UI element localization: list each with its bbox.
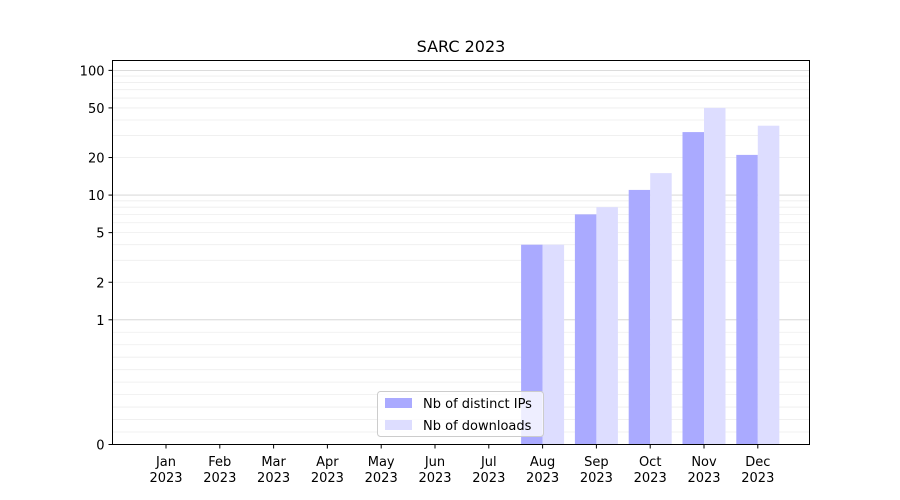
x-tick-label-year: 2023	[311, 471, 344, 486]
x-tick-label-year: 2023	[203, 471, 236, 486]
x-tick-label-month: Jul	[480, 455, 497, 470]
x-tick-label-year: 2023	[580, 471, 613, 486]
x-tick-label-year: 2023	[365, 471, 398, 486]
x-tick-label-year: 2023	[257, 471, 290, 486]
bar-distinct-ips	[736, 154, 758, 445]
y-tick-label: 2	[96, 276, 104, 291]
legend-box	[377, 391, 544, 437]
bar-downloads	[596, 207, 618, 445]
x-tick-label-month: Feb	[208, 455, 231, 470]
bars	[521, 107, 780, 445]
x-tick-label-month: Apr	[316, 455, 339, 470]
y-tick-label: 5	[96, 227, 104, 242]
legend-label: Nb of downloads	[423, 419, 532, 434]
bar-distinct-ips	[682, 132, 704, 445]
x-tick-label-month: Jun	[424, 455, 445, 470]
y-tick-label: 50	[88, 102, 105, 117]
legend: Nb of distinct IPs Nb of downloads	[377, 391, 544, 437]
bar-downloads	[704, 107, 726, 445]
x-tick-label-month: Sep	[584, 455, 609, 470]
x-tick-label-month: Nov	[691, 455, 717, 470]
x-tick-label-month: Dec	[745, 455, 770, 470]
x-tick-label-month: Aug	[530, 455, 555, 470]
x-tick-label-year: 2023	[472, 471, 505, 486]
y-tick-label: 1	[96, 314, 104, 329]
bar-downloads	[650, 173, 672, 445]
x-tick-label-month: May	[368, 455, 395, 470]
x-axis: Jan2023Feb2023Mar2023Apr2023May2023Jun20…	[149, 444, 774, 486]
bar-distinct-ips	[628, 189, 651, 445]
x-tick-label-year: 2023	[687, 471, 720, 486]
x-tick-label-year: 2023	[418, 471, 451, 486]
x-tick-label-year: 2023	[741, 471, 774, 486]
x-tick-label-month: Oct	[639, 455, 661, 470]
bar-downloads	[542, 244, 565, 445]
x-tick-label-year: 2023	[634, 471, 667, 486]
x-tick-label-month: Jan	[155, 455, 176, 470]
x-tick-label-year: 2023	[149, 471, 182, 486]
x-tick-label-year: 2023	[526, 471, 559, 486]
legend-label: Nb of distinct IPs	[423, 397, 532, 412]
y-axis: 0 1 2 5 10 20 50 100	[80, 64, 113, 454]
chart-title: SARC 2023	[417, 37, 506, 56]
y-tick-label: 20	[88, 152, 105, 167]
x-tick-label-month: Mar	[261, 455, 286, 470]
legend-swatch	[385, 420, 412, 430]
y-tick-label: 0	[96, 439, 104, 454]
bar-downloads	[757, 125, 780, 445]
y-tick-label: 10	[88, 189, 105, 204]
legend-swatch	[385, 398, 412, 408]
bar-distinct-ips	[574, 214, 597, 445]
y-tick-label: 100	[80, 64, 105, 79]
plot-frame	[112, 60, 810, 445]
